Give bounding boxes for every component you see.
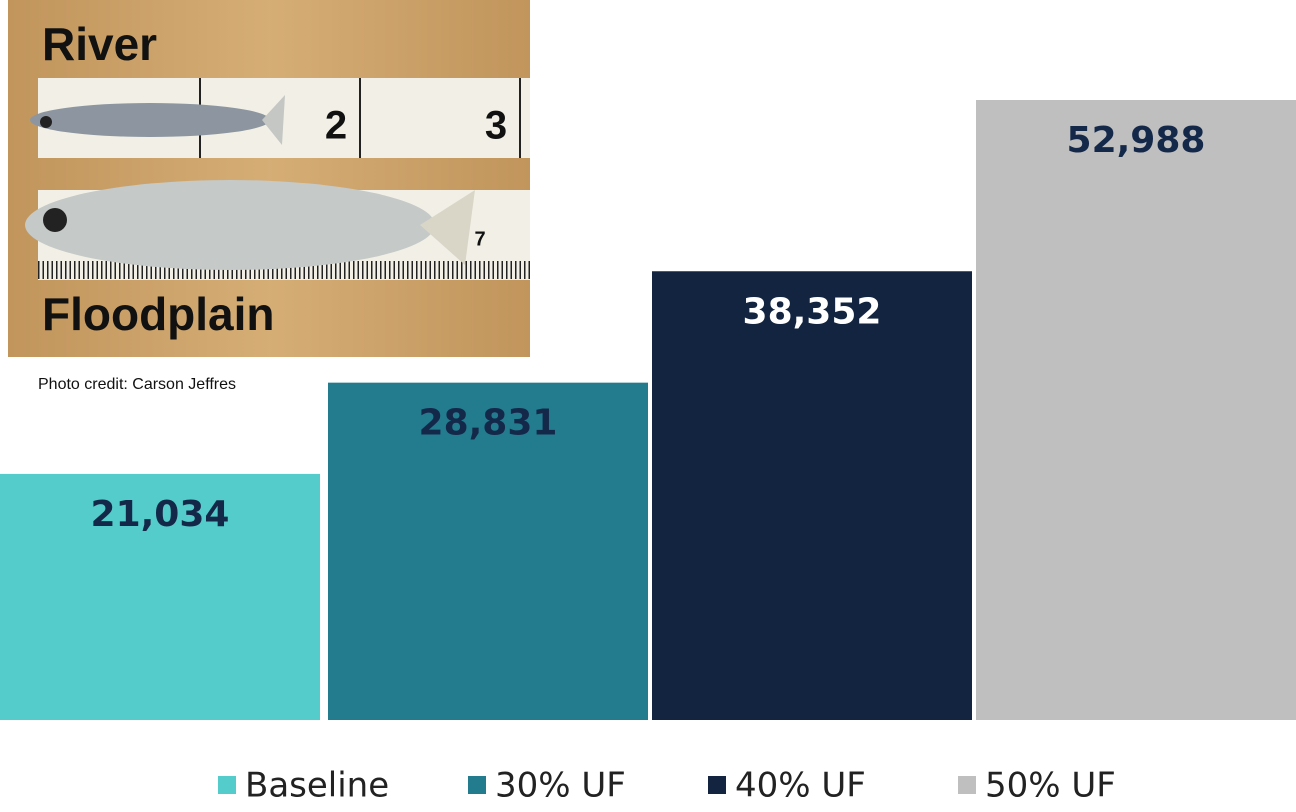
legend-swatch (468, 776, 486, 794)
ruler-label: 2 (325, 104, 347, 148)
photo-bottom-label: Floodplain (42, 288, 275, 340)
legend-swatch (958, 776, 976, 794)
floodplain-fish (25, 180, 435, 270)
river-fish-tail (262, 95, 285, 145)
river-fish (30, 103, 270, 137)
ruler-label: 3 (485, 104, 507, 148)
legend-swatch (218, 776, 236, 794)
value-label: 52,988 (1067, 120, 1206, 161)
bar (652, 271, 972, 720)
value-label: 21,034 (91, 494, 230, 535)
bar (976, 100, 1296, 720)
bar (328, 382, 648, 720)
floodplain-fish-eye (43, 208, 67, 232)
legend-swatch (708, 776, 726, 794)
photo-grain (8, 0, 530, 357)
photo-credit: Photo credit: Carson Jeffres (38, 376, 236, 393)
river-fish-eye (40, 116, 52, 128)
legend-label: 50% UF (985, 766, 1116, 806)
legend-label: 40% UF (735, 766, 866, 806)
value-label: 28,831 (419, 403, 558, 444)
photo-top-label: River (42, 18, 157, 70)
legend-label: 30% UF (495, 766, 626, 806)
bar (0, 473, 320, 720)
value-label: 38,352 (743, 291, 882, 332)
legend-label: Baseline (245, 766, 389, 806)
ruler-label: 7 (474, 228, 485, 250)
floodplain-fish-tail (420, 190, 475, 265)
photo: River Floodplain 2 3 7 (8, 0, 530, 357)
